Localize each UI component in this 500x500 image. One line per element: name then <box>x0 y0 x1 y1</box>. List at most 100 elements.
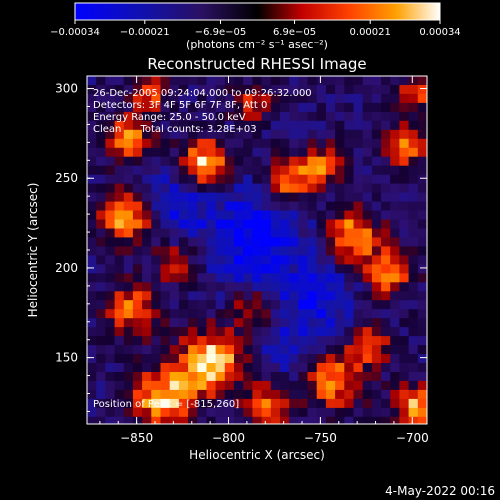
heatmap-cell <box>132 416 143 424</box>
heatmap-cell <box>160 85 171 95</box>
heatmap-cell <box>353 336 364 346</box>
heatmap-cell <box>289 237 299 247</box>
heatmap-cell <box>96 300 106 310</box>
heatmap-cell <box>123 345 134 355</box>
heatmap-cell <box>215 354 226 364</box>
heatmap-cell <box>123 156 134 167</box>
heatmap-cell <box>114 318 125 328</box>
heatmap-cell <box>262 426 272 436</box>
heatmap-cell <box>215 363 226 373</box>
heatmap-cell <box>123 165 134 176</box>
heatmap-cell <box>316 354 327 364</box>
heatmap-cell <box>344 174 355 185</box>
heatmap-cell <box>252 120 263 131</box>
heatmap-cell <box>344 309 355 319</box>
heatmap-cell <box>252 380 263 391</box>
heatmap-cell <box>252 300 263 310</box>
heatmap-cell <box>96 219 106 230</box>
heatmap-cell <box>224 318 235 328</box>
heatmap-cell <box>215 102 226 113</box>
heatmap-cell <box>325 363 336 373</box>
heatmap-cell <box>270 354 281 364</box>
heatmap-cell <box>224 102 235 113</box>
heatmap-cell <box>142 372 152 382</box>
heatmap-cell <box>252 407 263 418</box>
heatmap-cell <box>390 416 400 424</box>
heatmap-cell <box>280 129 290 140</box>
heatmap-cell <box>280 255 290 265</box>
heatmap-cell <box>335 354 345 364</box>
heatmap-cell <box>280 291 290 301</box>
heatmap-cell <box>197 210 208 221</box>
heatmap-cell <box>371 389 382 400</box>
heatmap-cell <box>123 183 134 194</box>
heatmap-cell <box>408 273 419 283</box>
heatmap-cell <box>114 174 125 185</box>
heatmap-cell <box>224 111 235 122</box>
heatmap-cell <box>307 372 318 382</box>
heatmap-cell <box>371 192 382 203</box>
heatmap-cell <box>215 174 226 185</box>
heatmap-cell <box>408 111 419 122</box>
heatmap-cell <box>224 398 235 409</box>
heatmap-cell <box>427 76 437 86</box>
heatmap-cell <box>390 93 400 104</box>
heatmap-cell <box>197 156 208 167</box>
heatmap-cell <box>289 111 299 122</box>
heatmap-cell <box>408 228 419 239</box>
heatmap-cell <box>298 407 309 418</box>
heatmap-cell <box>243 363 253 373</box>
heatmap-cell <box>261 192 272 203</box>
heatmap-cell <box>123 120 134 131</box>
heatmap-cell <box>188 246 198 256</box>
heatmap-cell <box>151 273 162 283</box>
heatmap-cell <box>298 210 309 221</box>
heatmap-cell <box>132 291 143 301</box>
heatmap-cell <box>344 273 355 283</box>
heatmap-cell <box>390 372 400 382</box>
heatmap-cell <box>270 416 281 424</box>
heatmap-cell <box>160 372 171 382</box>
heatmap-cell <box>399 156 410 167</box>
heatmap-cell <box>261 354 272 364</box>
heatmap-cell <box>169 120 180 131</box>
heatmap-cell <box>178 264 189 274</box>
heatmap-cell <box>381 165 391 176</box>
heatmap-cell <box>362 282 373 292</box>
heatmap-cell <box>197 201 208 212</box>
heatmap-cell <box>261 291 272 301</box>
heatmap-cell <box>169 300 180 310</box>
heatmap-cell <box>325 219 336 230</box>
colorbar-scale <box>75 3 440 20</box>
heatmap-cell <box>390 129 400 140</box>
heatmap-cell <box>307 300 318 310</box>
heatmap-cell <box>87 255 97 265</box>
heatmap-cell <box>316 192 327 203</box>
heatmap-cell <box>142 264 152 274</box>
heatmap-cell <box>371 165 382 176</box>
heatmap-cell <box>307 309 318 319</box>
heatmap-cell <box>280 85 290 95</box>
heatmap-cell <box>96 93 106 104</box>
heatmap-cell <box>399 76 410 86</box>
heatmap-cell <box>427 130 437 140</box>
heatmap-cell <box>151 354 162 364</box>
heatmap-cell <box>390 111 400 122</box>
heatmap-cell <box>169 282 180 292</box>
heatmap-cell <box>399 93 410 104</box>
heatmap-cell <box>335 237 345 247</box>
heatmap-cell <box>381 407 391 418</box>
heatmap-cell <box>87 147 97 158</box>
heatmap-cell <box>399 380 410 391</box>
heatmap-cell <box>289 426 299 436</box>
heatmap-cell <box>178 398 189 409</box>
heatmap-cell <box>344 210 355 221</box>
heatmap-cell <box>142 102 152 113</box>
heatmap-cell <box>316 237 327 247</box>
heatmap-cell <box>298 398 309 409</box>
heatmap-cell <box>298 219 309 230</box>
heatmap-cell <box>381 111 391 122</box>
heatmap-cell <box>243 282 253 292</box>
heatmap-cell <box>353 183 364 194</box>
heatmap-cell <box>215 246 226 256</box>
